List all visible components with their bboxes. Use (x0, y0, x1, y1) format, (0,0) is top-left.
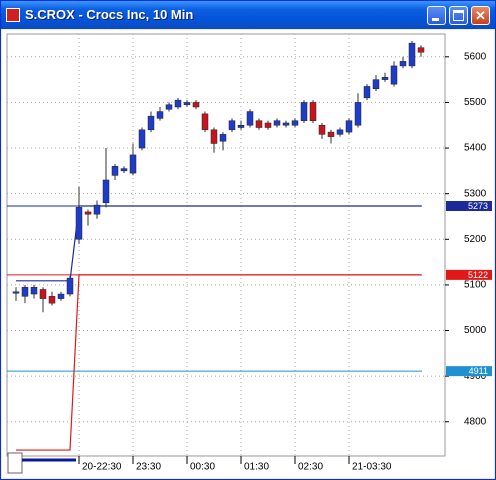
chart-bg (2, 30, 494, 478)
candle-body (66, 277, 74, 295)
candle-body (246, 111, 254, 126)
candle-body (363, 86, 371, 99)
maximize-button[interactable] (449, 6, 468, 25)
level-tag (446, 366, 492, 377)
candle-body (273, 120, 281, 126)
candle-body (408, 42, 416, 67)
candle-body (21, 286, 29, 297)
candle-body (174, 99, 182, 108)
y-tick-label: 5600 (464, 51, 487, 62)
candle-body (201, 113, 209, 131)
candle-body (93, 204, 101, 215)
candle-body (48, 296, 56, 304)
candle-body (192, 102, 200, 108)
y-tick-label: 5300 (464, 188, 487, 199)
candle-body (255, 120, 263, 128)
candle-body (147, 115, 155, 131)
candle-body (57, 293, 65, 299)
x-tick-label: 23:30 (136, 462, 161, 473)
candle-body (237, 124, 245, 128)
candle-body (183, 102, 191, 105)
y-tick-label: 4900 (464, 371, 487, 382)
candle-body (354, 102, 362, 126)
y-tick-label: 5100 (464, 280, 487, 291)
candle-body (399, 61, 407, 67)
x-tick-label: 01:30 (244, 462, 269, 473)
candle-body (309, 102, 317, 121)
x-tick-label: 02:30 (298, 462, 323, 473)
x-tick-label: 20-22:30 (82, 462, 122, 473)
candle-body (372, 79, 380, 89)
level-tag (446, 269, 492, 280)
x-tick-label: 00:30 (190, 462, 215, 473)
candle-body (336, 129, 344, 135)
title-bar: S.CROX - Crocs Inc, 10 Min ✕ (1, 1, 495, 29)
candle-body (219, 134, 227, 142)
candle-body (165, 104, 173, 110)
candle-body (282, 122, 290, 126)
candle-body (327, 131, 335, 137)
candle-body (30, 286, 38, 295)
level-label: 5122 (468, 270, 488, 280)
plot-frame (6, 33, 446, 457)
candle-body (417, 47, 425, 53)
y-tick-label: 4800 (464, 416, 487, 427)
candle-body (291, 120, 299, 126)
candle-body (390, 65, 398, 85)
candle-body (111, 166, 119, 176)
candle-body (300, 102, 308, 121)
y-tick-label: 5000 (464, 325, 487, 336)
x-tick-label: 21-03:30 (352, 462, 392, 473)
minimize-button[interactable] (427, 6, 446, 25)
level-tag (446, 200, 492, 211)
scroll-box[interactable] (7, 452, 23, 474)
chart: 4800 4900 5000 5100 5200 5300 5400 5500 5600 20-2… (2, 30, 494, 478)
candle-body (75, 207, 83, 240)
y-tick-label: 5200 (464, 234, 487, 245)
candle-body (228, 120, 236, 131)
app-icon (6, 8, 20, 22)
candle-body (84, 211, 92, 215)
candle-body (12, 291, 20, 294)
level-label: 5273 (468, 201, 488, 211)
candle-body (120, 168, 128, 172)
y-tick-label: 5500 (464, 97, 487, 108)
candle-body (156, 111, 164, 119)
indicator-line (16, 274, 421, 451)
y-tick-label: 5400 (464, 143, 487, 154)
candle-body (318, 124, 326, 135)
candle-body (102, 179, 110, 204)
close-button[interactable]: ✕ (471, 6, 490, 25)
candle-body (138, 129, 146, 149)
candle-body (129, 154, 137, 174)
level-label: 4911 (469, 366, 488, 376)
candle-body (264, 122, 272, 128)
candle-body (345, 120, 353, 133)
candle-body (381, 77, 389, 80)
candle-body (39, 289, 47, 299)
candle-body (210, 129, 218, 144)
window-title: S.CROX - Crocs Inc, 10 Min (25, 7, 194, 22)
indicator-line (16, 205, 421, 282)
